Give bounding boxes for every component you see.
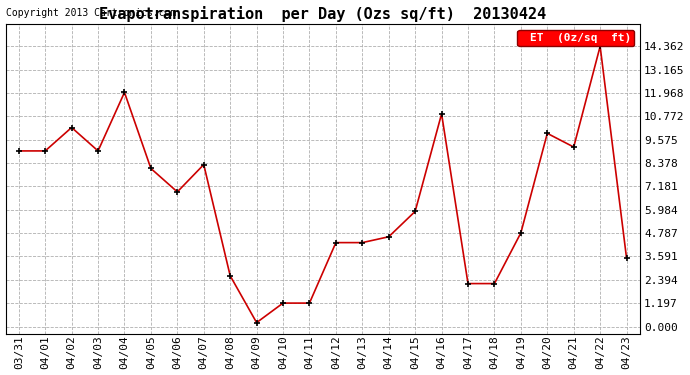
- Title: Evapotranspiration  per Day (Ozs sq/ft)  20130424: Evapotranspiration per Day (Ozs sq/ft) 2…: [99, 6, 546, 21]
- Legend: ET  (0z/sq  ft): ET (0z/sq ft): [518, 30, 634, 46]
- Text: Copyright 2013 Cartronics.com: Copyright 2013 Cartronics.com: [6, 8, 176, 18]
